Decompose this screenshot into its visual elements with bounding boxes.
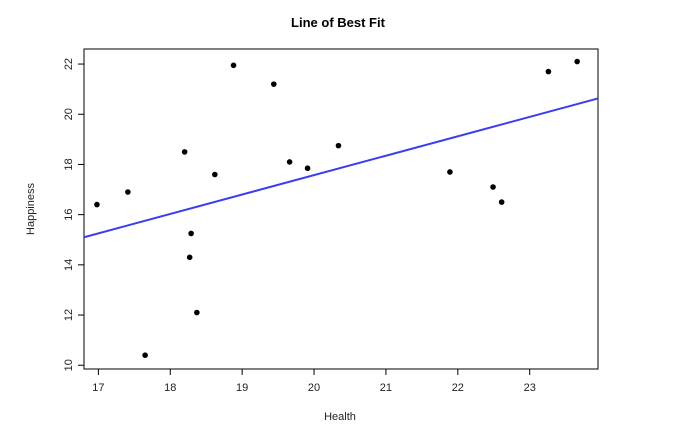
- data-point: [270, 81, 277, 87]
- data-point: [286, 159, 293, 165]
- y-tick-label: 18: [63, 158, 75, 170]
- y-tick-label: 12: [63, 309, 75, 321]
- plot-frame: [83, 48, 599, 370]
- x-tick-label: 19: [236, 382, 248, 394]
- data-point: [94, 201, 100, 208]
- y-axis: 10 12 14 16 18 20 22: [63, 58, 84, 371]
- x-tick-label: 23: [524, 382, 536, 394]
- points-layer: [94, 58, 580, 358]
- fit-line-layer: [83, 97, 599, 239]
- y-tick-label: 16: [63, 209, 75, 221]
- data-point: [447, 169, 453, 175]
- data-point: [574, 58, 580, 65]
- x-axis-label: Health: [324, 411, 356, 423]
- data-point: [125, 189, 131, 195]
- data-point: [186, 254, 193, 261]
- y-tick-label: 22: [63, 58, 75, 70]
- data-point: [304, 165, 311, 172]
- x-tick-label: 21: [380, 382, 392, 394]
- x-tick-label: 20: [308, 382, 320, 394]
- x-tick-label: 18: [164, 382, 176, 394]
- best-fit-line: [83, 97, 599, 239]
- y-tick-label: 20: [63, 108, 75, 120]
- x-axis: 17 18 19 20 21 22 23: [92, 369, 536, 394]
- data-point: [181, 149, 188, 155]
- y-tick-label: 14: [63, 259, 75, 271]
- data-point: [142, 352, 148, 358]
- data-point: [212, 171, 218, 178]
- data-point: [194, 309, 200, 316]
- y-tick-label: 10: [63, 359, 75, 371]
- data-point: [490, 184, 496, 190]
- data-point: [335, 142, 342, 149]
- y-axis-label: Happiness: [25, 183, 37, 235]
- x-tick-label: 22: [452, 382, 464, 394]
- data-point: [188, 230, 194, 237]
- data-point: [545, 68, 552, 75]
- data-point: [230, 62, 237, 69]
- chart-title: Line of Best Fit: [291, 15, 386, 30]
- data-point: [498, 199, 505, 205]
- x-tick-label: 17: [92, 382, 104, 394]
